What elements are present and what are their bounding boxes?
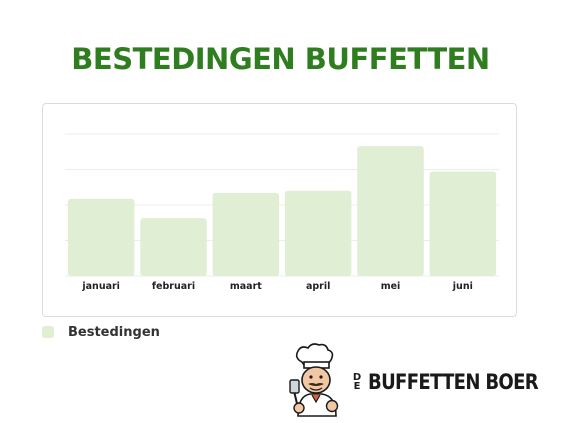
bar-chart: januari februari maart april mei juni	[65, 133, 499, 292]
x-tick-label-januari: januari	[81, 281, 120, 292]
x-tick-label-maart: maart	[230, 281, 262, 292]
bar-juni	[429, 171, 497, 276]
logo-name: BUFFETTEN BOER	[368, 370, 539, 394]
x-tick-label-april: april	[306, 281, 330, 292]
logo-wordmark: DE BUFFETTEN BOER	[350, 370, 561, 394]
x-tick-label-mei: mei	[381, 281, 401, 292]
bar-april	[284, 190, 352, 276]
legend-swatch	[42, 326, 54, 338]
x-axis-labels: januari februari maart april mei juni	[81, 281, 472, 292]
bar-mei	[357, 146, 424, 276]
bar-januari	[67, 198, 135, 276]
buffetten-boer-logo: DE BUFFETTEN BOER	[280, 342, 560, 418]
logo-prefix: DE	[352, 372, 362, 392]
x-tick-label-juni: juni	[452, 281, 473, 292]
bar-februari	[140, 218, 207, 276]
grid-lines	[65, 133, 499, 277]
chef-mascot-icon	[289, 343, 339, 417]
x-tick-label-februari: februari	[152, 281, 195, 292]
bar-maart	[212, 192, 280, 276]
bars	[67, 146, 497, 276]
chart-card: januari februari maart april mei juni	[42, 103, 517, 317]
page-title: BESTEDINGEN BUFFETTEN	[71, 42, 490, 76]
legend-label: Bestedingen	[68, 324, 160, 340]
legend: Bestedingen	[42, 322, 160, 342]
